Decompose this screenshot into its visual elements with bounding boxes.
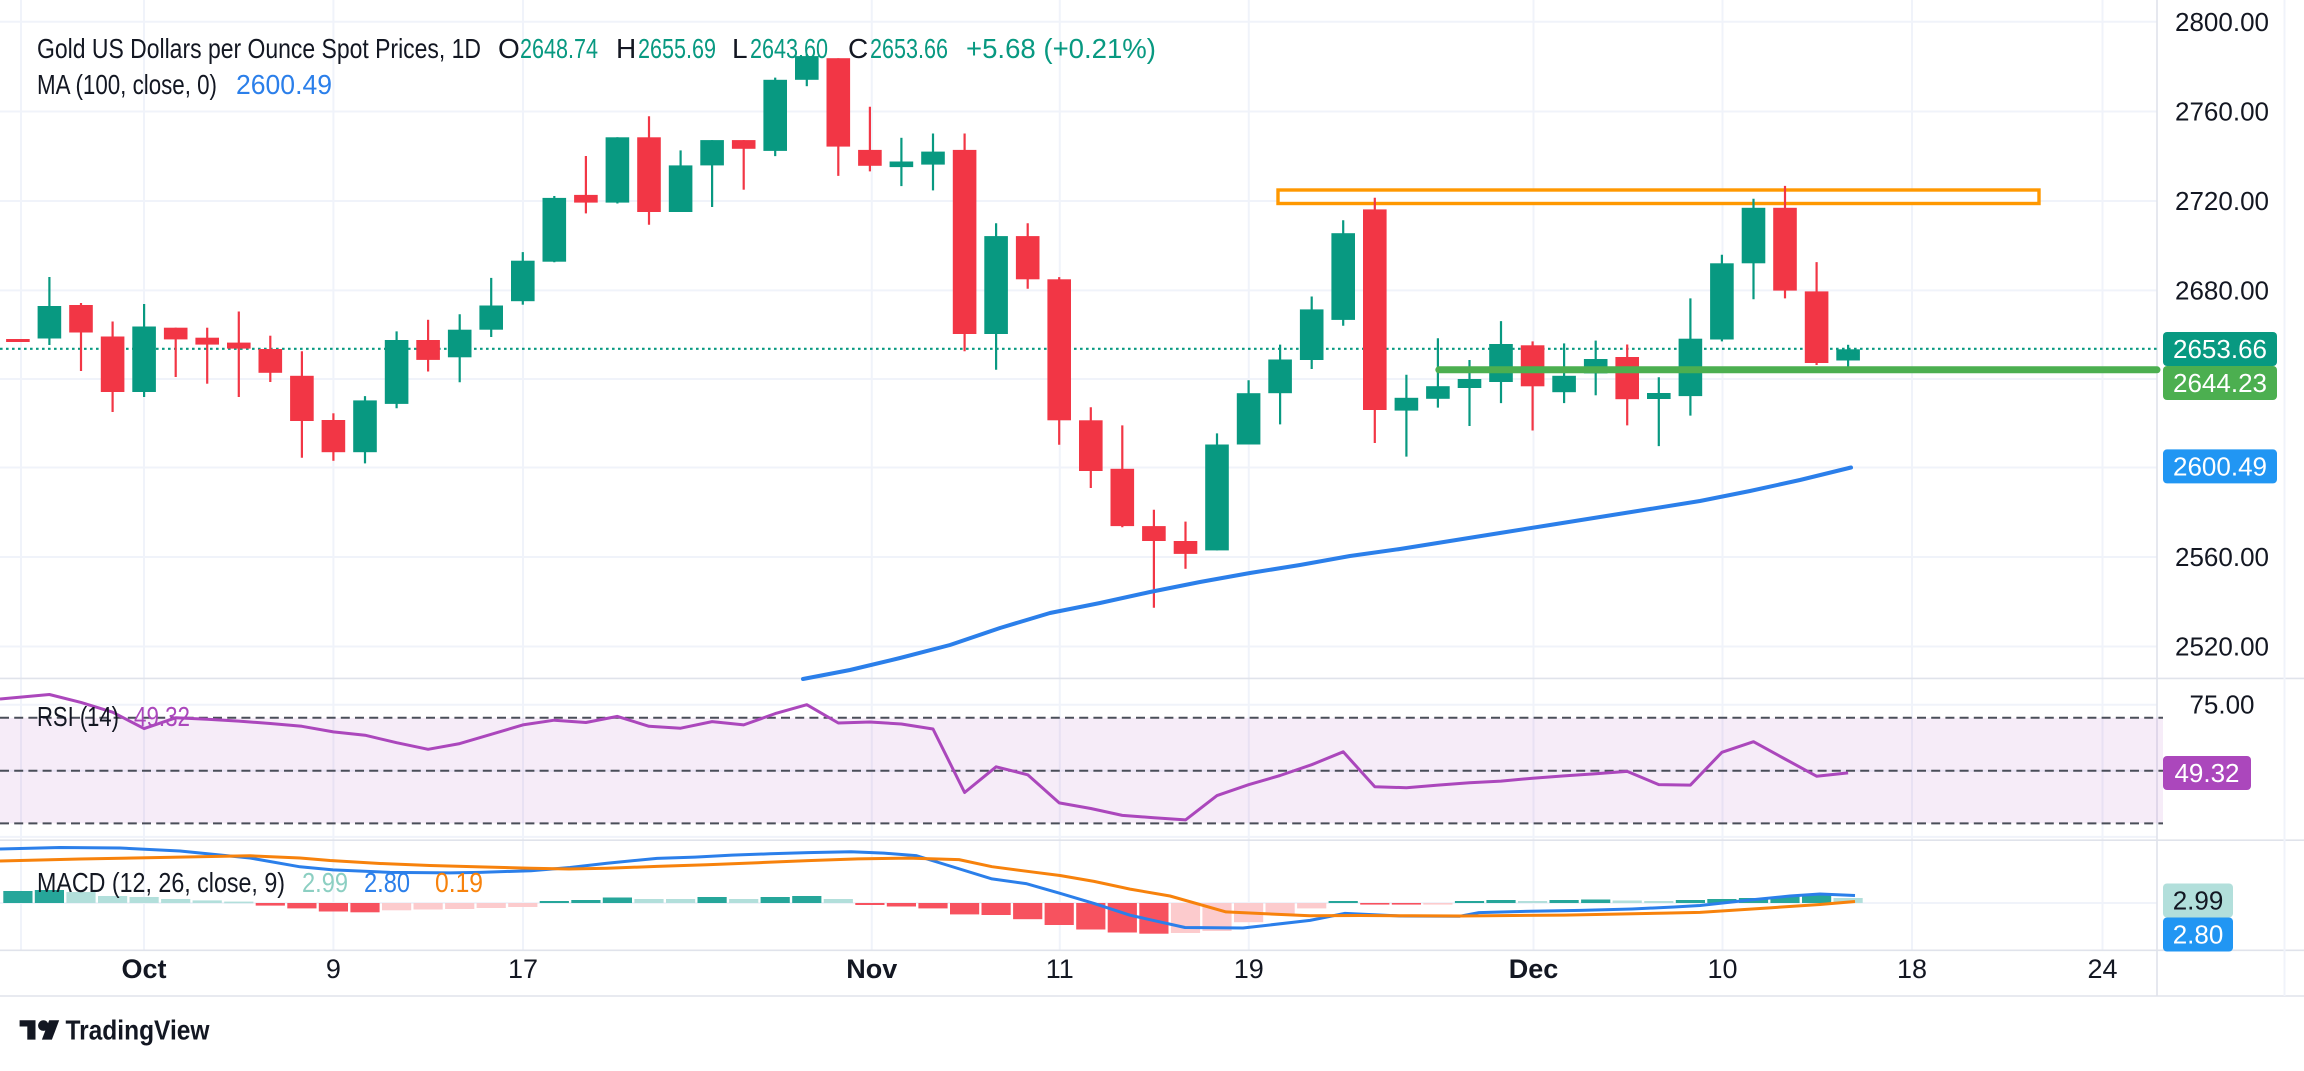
svg-text:19: 19 (1234, 954, 1264, 984)
svg-text:2643.60: 2643.60 (750, 33, 828, 64)
svg-text:24: 24 (2087, 954, 2117, 984)
svg-text:11: 11 (1046, 954, 1074, 984)
svg-text:2760.00: 2760.00 (2175, 97, 2269, 127)
svg-text:2520.00: 2520.00 (2175, 632, 2269, 662)
svg-text:2600.49: 2600.49 (236, 69, 332, 100)
svg-text:O: O (498, 33, 520, 64)
svg-text:2644.23: 2644.23 (2173, 368, 2267, 398)
svg-text:Oct: Oct (121, 954, 166, 984)
svg-text:2680.00: 2680.00 (2175, 275, 2269, 305)
svg-text:2600.49: 2600.49 (2173, 451, 2267, 481)
svg-text:75.00: 75.00 (2189, 690, 2254, 720)
svg-text:Gold US Dollars per Ounce Spot: Gold US Dollars per Ounce Spot Prices, 1… (37, 33, 481, 64)
svg-text:TradingView: TradingView (66, 1015, 210, 1046)
svg-text:2.80: 2.80 (2173, 920, 2224, 950)
svg-text:RSI (14): RSI (14) (37, 701, 119, 732)
svg-text:MACD (12, 26, close, 9): MACD (12, 26, close, 9) (37, 867, 285, 898)
svg-text:10: 10 (1707, 954, 1737, 984)
svg-text:49.32: 49.32 (2174, 758, 2239, 788)
svg-text:Dec: Dec (1509, 954, 1559, 984)
svg-text:49.32: 49.32 (134, 701, 190, 732)
svg-text:2653.66: 2653.66 (870, 33, 948, 64)
svg-text:17: 17 (508, 954, 538, 984)
svg-text:0.19: 0.19 (435, 867, 483, 898)
svg-text:+5.68 (+0.21%): +5.68 (+0.21%) (966, 33, 1156, 64)
svg-text:2720.00: 2720.00 (2175, 186, 2269, 216)
svg-text:9: 9 (326, 954, 341, 984)
svg-text:H: H (616, 33, 636, 64)
svg-text:2.80: 2.80 (364, 867, 410, 898)
svg-text:2648.74: 2648.74 (520, 33, 598, 64)
svg-text:L: L (732, 33, 748, 64)
svg-text:2653.66: 2653.66 (2173, 334, 2267, 364)
svg-text:18: 18 (1897, 954, 1927, 984)
svg-text:2.99: 2.99 (302, 867, 348, 898)
svg-text:MA (100, close, 0): MA (100, close, 0) (37, 69, 217, 100)
svg-text:2.99: 2.99 (2173, 886, 2224, 916)
svg-text:C: C (848, 33, 868, 64)
svg-text:2560.00: 2560.00 (2175, 542, 2269, 572)
svg-text:Nov: Nov (846, 954, 897, 984)
svg-text:2800.00: 2800.00 (2175, 7, 2269, 37)
svg-text:2655.69: 2655.69 (638, 33, 716, 64)
